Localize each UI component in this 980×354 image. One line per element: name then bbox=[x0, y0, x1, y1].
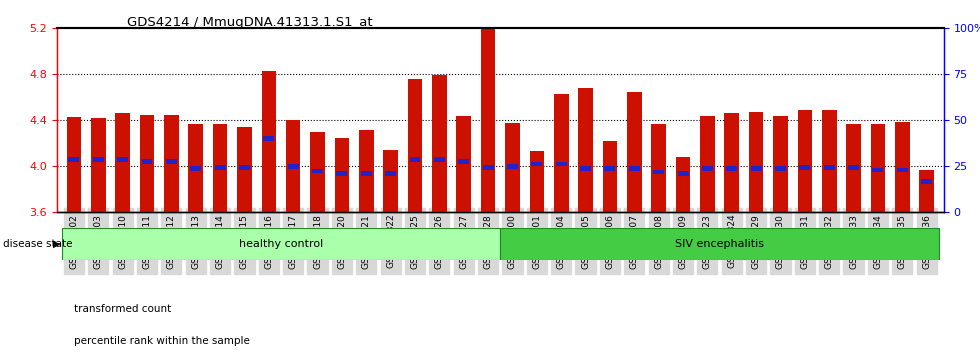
Bar bbox=[410, 157, 420, 162]
Bar bbox=[605, 166, 615, 171]
Bar bbox=[751, 166, 761, 171]
Bar bbox=[580, 166, 591, 171]
Bar bbox=[773, 116, 788, 212]
Text: disease state: disease state bbox=[3, 239, 73, 249]
Bar bbox=[69, 157, 79, 162]
Bar bbox=[190, 166, 201, 171]
Bar bbox=[67, 117, 81, 212]
Bar bbox=[627, 92, 642, 212]
Bar bbox=[457, 116, 471, 212]
Bar bbox=[654, 170, 664, 175]
Bar bbox=[262, 71, 276, 212]
Bar bbox=[311, 132, 324, 212]
Bar bbox=[775, 166, 786, 171]
Bar bbox=[578, 88, 593, 212]
Bar bbox=[482, 165, 494, 170]
Bar bbox=[141, 159, 153, 164]
Text: ▶: ▶ bbox=[53, 239, 61, 249]
Bar bbox=[897, 167, 907, 172]
Bar bbox=[188, 124, 203, 212]
Bar bbox=[336, 171, 347, 176]
Bar bbox=[726, 166, 737, 171]
Bar bbox=[724, 114, 739, 212]
Bar bbox=[676, 157, 690, 212]
Bar bbox=[677, 171, 689, 176]
Bar bbox=[116, 114, 130, 212]
Bar bbox=[872, 167, 883, 172]
Bar bbox=[459, 159, 469, 164]
Bar bbox=[652, 124, 666, 212]
Bar bbox=[603, 141, 617, 212]
Bar bbox=[700, 116, 714, 212]
Bar bbox=[531, 162, 542, 166]
Bar bbox=[554, 94, 568, 212]
Text: transformed count: transformed count bbox=[74, 304, 171, 314]
Bar bbox=[239, 165, 250, 170]
Bar bbox=[870, 124, 885, 212]
Bar bbox=[408, 79, 422, 212]
Bar bbox=[118, 157, 128, 162]
Bar bbox=[505, 123, 519, 212]
Bar bbox=[481, 28, 496, 212]
Bar bbox=[91, 118, 106, 212]
Bar bbox=[93, 157, 104, 162]
Bar bbox=[264, 136, 274, 141]
Bar bbox=[334, 138, 349, 212]
Bar bbox=[848, 165, 859, 170]
Bar bbox=[62, 228, 500, 260]
Bar bbox=[312, 169, 323, 173]
Bar bbox=[383, 150, 398, 212]
Text: healthy control: healthy control bbox=[239, 239, 323, 249]
Bar bbox=[919, 170, 934, 212]
Bar bbox=[361, 171, 371, 176]
Bar bbox=[921, 179, 932, 184]
Bar bbox=[702, 166, 712, 171]
Bar bbox=[140, 115, 154, 212]
Bar bbox=[215, 165, 225, 170]
Bar bbox=[847, 124, 860, 212]
Bar bbox=[824, 165, 835, 170]
Bar bbox=[237, 127, 252, 212]
Bar bbox=[432, 75, 447, 212]
Text: percentile rank within the sample: percentile rank within the sample bbox=[74, 336, 249, 346]
Bar bbox=[529, 152, 544, 212]
Bar bbox=[288, 164, 299, 169]
Bar bbox=[213, 124, 227, 212]
Bar bbox=[164, 115, 178, 212]
Bar bbox=[822, 110, 837, 212]
Bar bbox=[800, 165, 810, 170]
Bar bbox=[500, 228, 939, 260]
Bar bbox=[507, 164, 518, 169]
Bar bbox=[286, 120, 301, 212]
Text: GDS4214 / MmugDNA.41313.1.S1_at: GDS4214 / MmugDNA.41313.1.S1_at bbox=[127, 16, 373, 29]
Bar bbox=[895, 121, 909, 212]
Bar bbox=[749, 112, 763, 212]
Bar bbox=[166, 159, 176, 164]
Bar bbox=[629, 166, 640, 171]
Bar bbox=[359, 130, 373, 212]
Bar bbox=[556, 162, 566, 166]
Bar bbox=[434, 157, 445, 162]
Bar bbox=[798, 110, 812, 212]
Text: SIV encephalitis: SIV encephalitis bbox=[675, 239, 764, 249]
Bar bbox=[385, 171, 396, 176]
